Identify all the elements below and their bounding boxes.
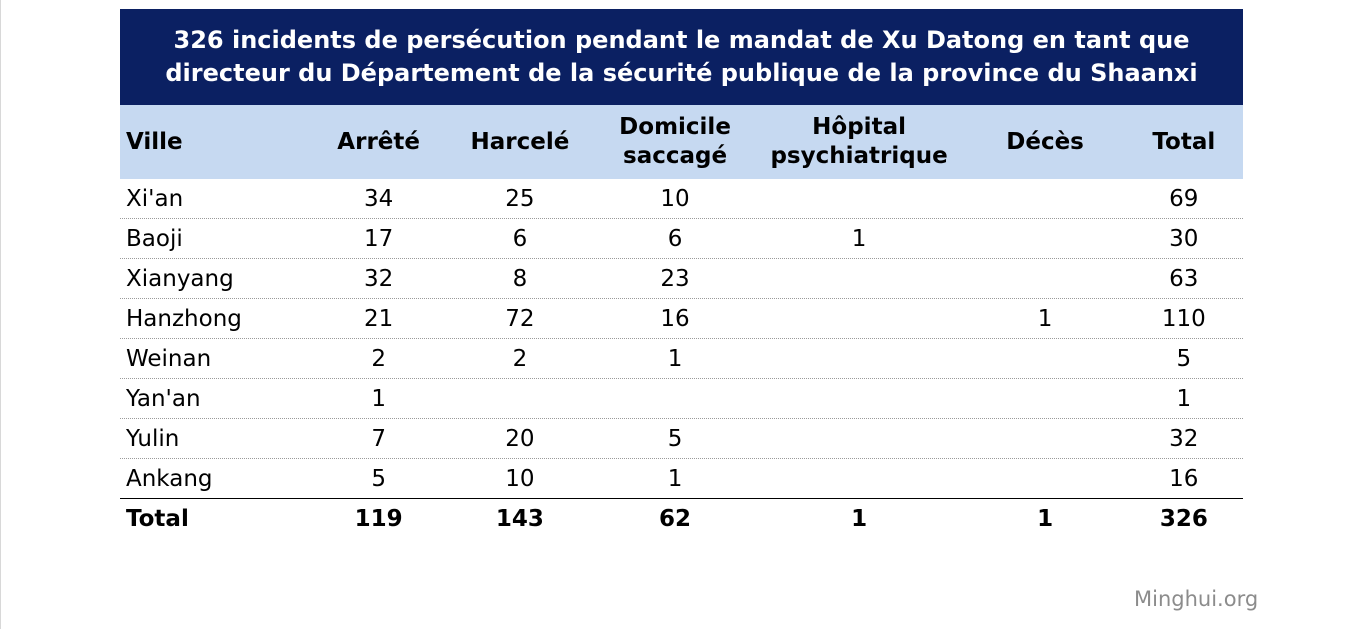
cell-total: 1: [1176, 385, 1192, 412]
total-psychiatric-hospital: 1: [851, 506, 868, 532]
cell-total: 16: [1169, 465, 1199, 492]
cell-harassed: 8: [512, 265, 528, 292]
header-arrested: Arrêté: [315, 128, 442, 157]
header-psychiatric-hospital-line: psychiatrique: [770, 143, 948, 169]
header-total: Total: [1125, 128, 1243, 157]
cell-city: Baoji: [126, 225, 183, 252]
table-body: Xi'an 34 25 10 69 Baoji 17 6 6 1 30 Xianyang 32 8 23 63…: [120, 179, 1243, 499]
source-credit: Minghui.org: [1134, 587, 1259, 611]
cell-arrested: 7: [371, 425, 386, 452]
cell-home-ransacked: 1: [667, 345, 683, 372]
cell-arrested: 1: [371, 385, 386, 412]
cell-arrested: 17: [364, 225, 394, 252]
table-row: Weinan 2 2 1 5: [120, 339, 1243, 379]
cell-city: Weinan: [126, 345, 212, 372]
total-harassed: 143: [495, 506, 544, 532]
cell-total: 110: [1161, 305, 1206, 332]
table-row: Xi'an 34 25 10 69: [120, 179, 1243, 219]
cell-harassed: 25: [505, 185, 535, 212]
cell-total: 69: [1169, 185, 1199, 212]
header-deaths-line: Décès: [1006, 128, 1084, 155]
header-home-ransacked: Domicile saccagé: [597, 113, 752, 171]
total-arrested: 119: [354, 506, 403, 532]
cell-city: Ankang: [126, 465, 213, 492]
cell-city: Xi'an: [126, 185, 184, 212]
header-home-ransacked-line: Domicile: [619, 114, 731, 140]
header-arrested-line: Arrêté: [337, 128, 420, 155]
cell-city: Yan'an: [126, 385, 201, 412]
cell-total: 30: [1169, 225, 1199, 252]
table-row: Yulin 7 20 5 32: [120, 419, 1243, 459]
cell-home-ransacked: 10: [660, 185, 690, 212]
header-home-ransacked-line: saccagé: [623, 143, 728, 169]
cell-total: 32: [1169, 425, 1199, 452]
total-total: 326: [1159, 506, 1208, 532]
total-home-ransacked: 62: [659, 506, 692, 532]
title-line-1: 326 incidents de persécution pendant le …: [173, 26, 1190, 54]
header-psychiatric-hospital: Hôpital psychiatrique: [753, 113, 966, 171]
cell-arrested: 32: [364, 265, 394, 292]
cell-deaths: 1: [1037, 305, 1053, 332]
cell-total: 5: [1176, 345, 1192, 372]
cell-harassed: 6: [512, 225, 528, 252]
table-header-row: Ville Arrêté Harcelé Domicile saccagé Hôpital…: [120, 105, 1243, 179]
table-title: 326 incidents de persécution pendant le …: [120, 9, 1243, 105]
cell-home-ransacked: 5: [667, 425, 683, 452]
header-city: Ville: [120, 128, 315, 157]
cell-arrested: 5: [371, 465, 386, 492]
cell-city: Xianyang: [126, 265, 234, 292]
cell-harassed: 72: [505, 305, 535, 332]
cell-city: Yulin: [126, 425, 180, 452]
cell-home-ransacked: 16: [660, 305, 690, 332]
table-total-row: Total 119 143 62 1 1 326: [120, 499, 1243, 539]
header-deaths: Décès: [966, 128, 1125, 157]
total-city: Total: [126, 506, 189, 532]
table-row: Baoji 17 6 6 1 30: [120, 219, 1243, 259]
cell-harassed: 10: [505, 465, 535, 492]
cell-harassed: 2: [512, 345, 528, 372]
left-border-line: [0, 0, 1, 629]
cell-home-ransacked: 23: [660, 265, 690, 292]
total-deaths: 1: [1037, 506, 1054, 532]
cell-harassed: 20: [505, 425, 535, 452]
header-harassed-line: Harcelé: [470, 128, 570, 155]
table-row: Xianyang 32 8 23 63: [120, 259, 1243, 299]
title-line-2: directeur du Département de la sécurité …: [165, 59, 1198, 87]
table-row: Yan'an 1 1: [120, 379, 1243, 419]
cell-arrested: 2: [371, 345, 386, 372]
header-harassed: Harcelé: [442, 128, 597, 157]
cell-arrested: 34: [364, 185, 394, 212]
cell-arrested: 21: [364, 305, 394, 332]
header-city-line: Ville: [126, 128, 183, 155]
cell-city: Hanzhong: [126, 305, 242, 332]
table-row: Ankang 5 10 1 16: [120, 459, 1243, 499]
cell-total: 63: [1169, 265, 1199, 292]
cell-psychiatric-hospital: 1: [851, 225, 867, 252]
table-row: Hanzhong 21 72 16 1 110: [120, 299, 1243, 339]
persecution-table: 326 incidents de persécution pendant le …: [120, 9, 1243, 539]
cell-home-ransacked: 6: [667, 225, 683, 252]
header-psychiatric-hospital-line: Hôpital: [812, 114, 906, 140]
cell-home-ransacked: 1: [667, 465, 683, 492]
header-total-line: Total: [1152, 128, 1216, 155]
